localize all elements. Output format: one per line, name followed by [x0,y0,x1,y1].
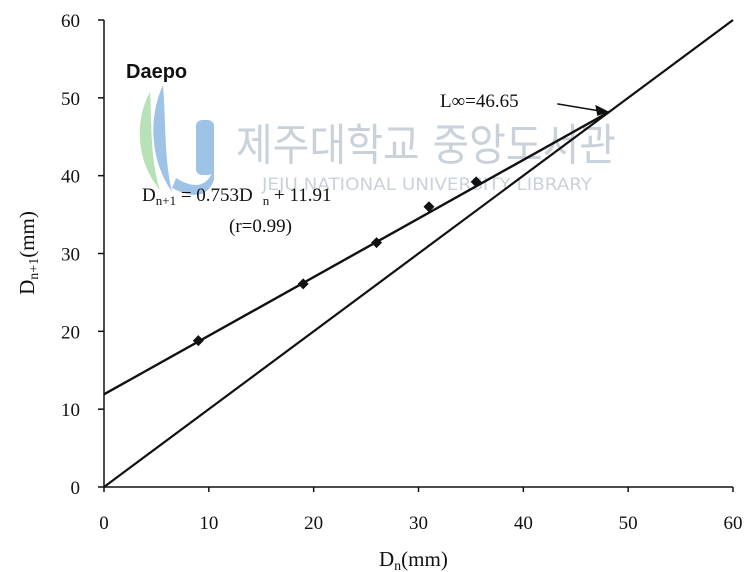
y-tick-label: 40 [61,167,80,188]
x-tick-label: 40 [514,513,533,534]
equation-lhs-sub: n+1 [156,193,176,208]
x-tick-label: 60 [724,513,743,534]
x-tick-label: 0 [99,513,109,534]
x-axis-label: Dn(mm) [379,547,448,572]
watermark-english: JEJU NATIONAL UNIVERSITY LIBRARY [261,175,593,195]
university-logo [139,85,214,195]
y-ticks: 0 10 20 30 40 50 60 [61,11,104,499]
x-tick-label: 30 [409,513,428,534]
y-tick-label: 50 [61,89,80,110]
data-point [470,176,482,188]
chart-title: Daepo [126,61,187,83]
asymptote-label: L∞=46.65 [440,91,519,112]
y-axis-label: Dn+1(mm) [15,211,42,295]
equation-mid: = 0.753D [176,185,253,206]
asymptote-arrow [557,103,600,112]
watermark: 제주대학교 중앙도서관 JEJU NATIONAL UNIVERSITY LIB… [139,85,616,195]
data-point [371,237,383,249]
equation-lhs: D [142,185,156,206]
y-tick-label: 30 [61,245,80,266]
y-tick-label: 0 [71,478,81,499]
watermark-korean: 제주대학교 중앙도서관 [236,120,616,171]
data-point [297,278,309,290]
data-point [192,335,204,347]
x-ticks: 0 10 20 30 40 50 60 [99,487,743,534]
data-point [423,201,435,213]
x-tick-label: 50 [619,513,638,534]
y-tick-label: 20 [61,322,80,343]
asymptote-arrowhead [595,104,610,116]
reference-line-1to1 [103,19,734,488]
y-tick-label: 60 [61,11,80,32]
equation-rhs: + 11.91 [269,185,331,206]
y-tick-label: 10 [61,400,80,421]
regression-line [103,110,610,396]
data-points [192,176,482,347]
equation-mid-sub: n [263,193,270,208]
x-tick-label: 10 [199,513,218,534]
correlation-text: (r=0.99) [229,216,292,237]
regression-equation: Dn+1 = 0.753D n + 11.91 [142,185,332,208]
x-tick-label: 20 [304,513,323,534]
